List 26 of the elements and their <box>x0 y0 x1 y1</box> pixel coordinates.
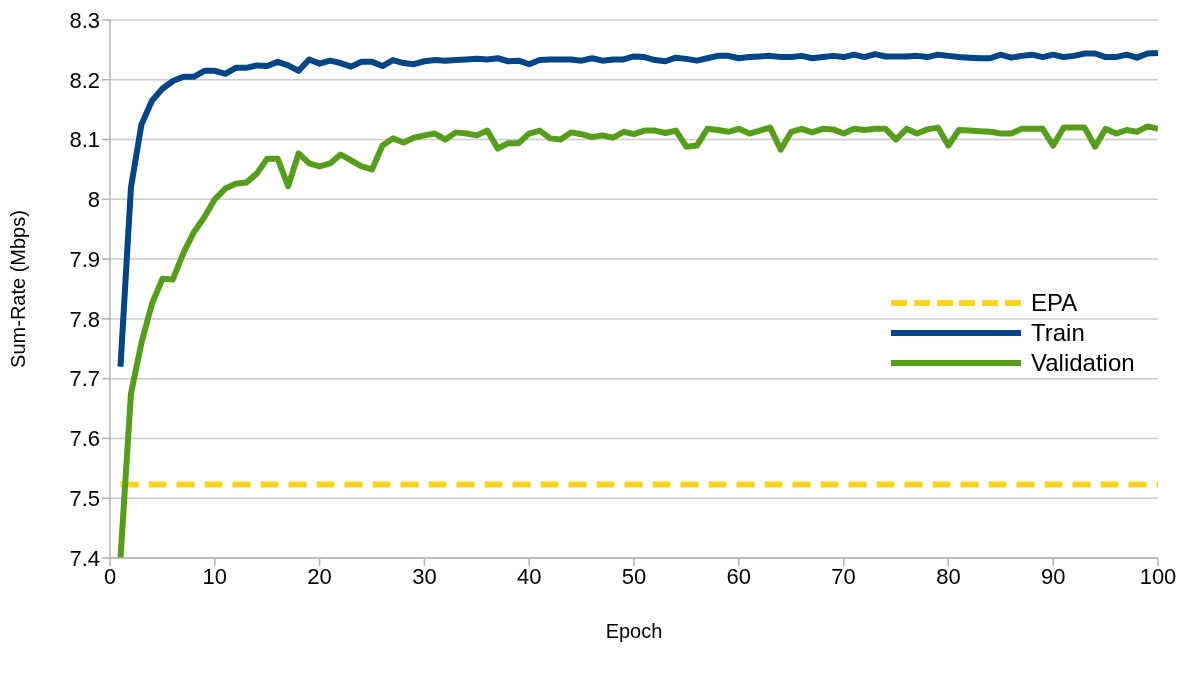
x-tick-label: 20 <box>307 563 332 589</box>
y-tick-label: 8.1 <box>69 127 100 153</box>
x-tick-label: 10 <box>202 563 228 589</box>
y-axis-title: Sum-Rate (Mbps) <box>7 210 30 368</box>
x-tick-label: 80 <box>936 563 961 589</box>
x-tick-label: 90 <box>1040 563 1066 589</box>
x-tick-label: 100 <box>1139 563 1177 589</box>
y-tick-label: 7.5 <box>69 486 100 512</box>
x-tick-label: 50 <box>621 563 647 589</box>
x-tick-label: 60 <box>726 563 752 589</box>
x-tick-label: 0 <box>103 563 117 589</box>
y-tick-label: 7.9 <box>69 246 100 272</box>
x-tick-label: 30 <box>412 563 437 589</box>
x-tick-label: 70 <box>831 563 856 589</box>
legend-label: Train <box>1031 319 1085 347</box>
y-tick-label: 8.2 <box>69 67 100 93</box>
y-tick-label: 8.3 <box>69 7 100 33</box>
y-tick-label: 7.4 <box>69 545 100 571</box>
y-tick-label: 8 <box>87 187 100 213</box>
y-tick-label: 7.8 <box>69 306 100 332</box>
x-axis-title: Epoch <box>605 620 663 642</box>
x-tick-label: 40 <box>516 563 542 589</box>
legend-label: EPA <box>1031 289 1078 317</box>
legend-label: Validation <box>1031 349 1135 377</box>
y-tick-label: 7.7 <box>69 366 100 392</box>
y-tick-label: 7.6 <box>69 426 100 452</box>
